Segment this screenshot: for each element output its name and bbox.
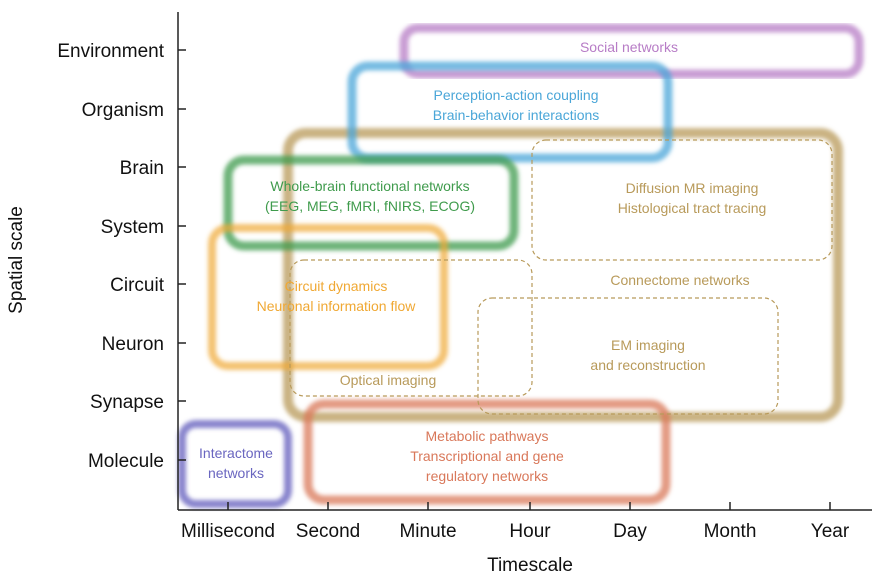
x-tick-millisecond: Millisecond xyxy=(181,521,275,542)
em-imaging-label: EM imaging xyxy=(611,337,685,353)
x-tick-second: Second xyxy=(296,521,360,542)
tract-tracing-label: Histological tract tracing xyxy=(618,200,767,216)
perception-action-region xyxy=(347,61,673,163)
em-reconstruction-label: and reconstruction xyxy=(590,357,705,373)
metabolic-pathways-region xyxy=(303,399,671,505)
em-imaging-region xyxy=(477,297,779,415)
diffusion-imaging-region xyxy=(531,139,833,261)
y-tick-synapse: Synapse xyxy=(90,392,164,413)
circuit-dynamics-label: Circuit dynamics xyxy=(285,278,388,294)
transcriptional-gene-label: Transcriptional and gene xyxy=(410,448,564,464)
optical-imaging-label: Optical imaging xyxy=(340,372,437,388)
diffusion-imaging-label: Diffusion MR imaging xyxy=(626,180,759,196)
brain-behavior-label: Brain-behavior interactions xyxy=(433,107,600,123)
y-axis-title: Spatial scale xyxy=(6,206,27,314)
metabolic-pathways-label: Metabolic pathways xyxy=(426,428,549,444)
y-tick-circuit: Circuit xyxy=(110,275,165,296)
neuronal-information-flow-label: Neuronal information flow xyxy=(257,298,417,314)
y-tick-molecule: Molecule xyxy=(88,451,164,472)
social-networks-label: Social networks xyxy=(580,39,678,55)
whole-brain-networks-label: Whole-brain functional networks xyxy=(270,178,469,194)
connectome-networks-label: Connectome networks xyxy=(610,272,749,288)
y-tick-neuron: Neuron xyxy=(102,334,164,355)
x-tick-month: Month xyxy=(704,521,757,542)
whole-brain-methods-label: (EEG, MEG, fMRI, fNIRS, ECOG) xyxy=(265,198,475,214)
x-axis-title: Timescale xyxy=(487,555,573,576)
circuit-dynamics-region xyxy=(208,224,448,370)
social-networks-region xyxy=(399,23,864,79)
x-tick-year: Year xyxy=(811,521,850,542)
x-tick-hour: Hour xyxy=(509,521,551,542)
perception-action-label: Perception-action coupling xyxy=(434,87,599,103)
interactome-networks-label: networks xyxy=(208,465,264,481)
x-tick-minute: Minute xyxy=(399,521,456,542)
x-ticks xyxy=(227,502,831,510)
x-tick-day: Day xyxy=(613,521,647,542)
y-tick-brain: Brain xyxy=(120,158,164,179)
y-ticks xyxy=(178,49,186,461)
optical-imaging-region xyxy=(289,259,533,397)
y-tick-organism: Organism xyxy=(82,100,164,121)
connectome-networks-region xyxy=(283,128,843,422)
y-tick-environment: Environment xyxy=(57,41,164,62)
y-tick-system: System xyxy=(101,217,164,238)
interactome-label: Interactome xyxy=(199,445,273,461)
regulatory-networks-label: regulatory networks xyxy=(426,468,548,484)
whole-brain-networks-region xyxy=(223,155,519,251)
interactome-networks-region xyxy=(178,420,292,508)
